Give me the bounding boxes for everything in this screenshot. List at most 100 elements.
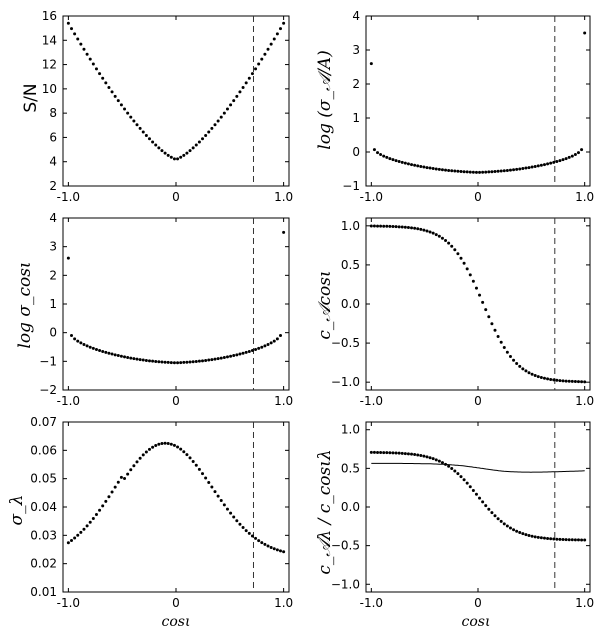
data-point (570, 538, 574, 542)
data-point (468, 170, 472, 174)
ylabel-c-a-cos: c_𝒜cosι (315, 270, 335, 339)
data-point (232, 99, 236, 103)
data-point (235, 519, 239, 523)
data-point (496, 169, 500, 173)
data-point (235, 94, 239, 98)
data-point (382, 224, 386, 228)
data-point (132, 464, 136, 468)
data-point (113, 94, 117, 98)
data-point (204, 358, 208, 362)
data-point (425, 229, 429, 233)
data-point (419, 227, 423, 231)
data-point (113, 353, 117, 357)
data-point (201, 359, 205, 363)
data-point (388, 451, 392, 455)
data-point (481, 170, 485, 174)
data-marks (66, 230, 286, 365)
data-point (257, 62, 261, 66)
data-point (260, 345, 264, 349)
data-point (275, 32, 279, 36)
y-tick-label: 2 (49, 179, 57, 193)
data-point (94, 512, 98, 516)
data-point (182, 153, 186, 157)
data-point (379, 224, 383, 228)
data-point (403, 452, 407, 456)
y-tick-label: −0.5 (331, 336, 360, 350)
data-point (372, 224, 376, 228)
data-point (144, 450, 148, 454)
data-point (126, 472, 130, 476)
data-point (194, 143, 198, 147)
data-point (201, 137, 205, 141)
data-point (147, 359, 151, 363)
data-point (232, 354, 236, 358)
data-point (573, 153, 577, 157)
data-point (471, 170, 475, 174)
data-point (247, 531, 251, 535)
y-tick-label: 8 (49, 106, 57, 120)
data-point (244, 81, 248, 85)
data-point (166, 360, 170, 364)
y-tick-label: 1 (49, 297, 57, 311)
data-marks (369, 31, 587, 174)
data-point (499, 340, 503, 344)
data-marks (66, 21, 286, 161)
data-point (462, 478, 466, 482)
data-point (278, 549, 282, 553)
data-point (444, 168, 448, 172)
data-point (410, 163, 414, 167)
data-point (484, 504, 488, 508)
data-point (197, 140, 201, 144)
data-point (518, 531, 522, 535)
data-point (453, 469, 457, 473)
data-point (210, 126, 214, 130)
x-tick-label: 1.0 (274, 596, 293, 610)
data-point (160, 442, 164, 446)
data-point (518, 364, 522, 368)
data-point (247, 76, 251, 80)
data-point (376, 224, 380, 228)
y-tick-label: 0.02 (30, 557, 57, 571)
data-point (403, 161, 407, 165)
data-point (225, 107, 229, 111)
data-point (119, 103, 123, 107)
data-point (144, 358, 148, 362)
data-point (219, 499, 223, 503)
data-point (567, 538, 571, 542)
data-point (576, 380, 580, 384)
data-point (493, 514, 497, 518)
data-point (481, 300, 485, 304)
data-point (434, 167, 438, 171)
y-tick-label: 2 (352, 77, 360, 91)
data-point (512, 528, 516, 532)
data-point (385, 451, 389, 455)
data-point (94, 67, 98, 71)
data-point (154, 359, 158, 363)
y-tick-label: −1 (39, 354, 57, 368)
data-point (119, 475, 123, 479)
data-point (188, 149, 192, 153)
data-point (468, 485, 472, 489)
y-tick-label: 4 (49, 211, 57, 225)
data-point (185, 453, 189, 457)
data-point (73, 337, 77, 341)
data-point (583, 538, 587, 542)
y-tick-label: −2 (39, 383, 57, 397)
data-point (219, 115, 223, 119)
data-point (471, 279, 475, 283)
data-point (440, 236, 444, 240)
data-point (66, 256, 70, 260)
data-point (549, 161, 553, 165)
data-point (179, 155, 183, 159)
data-point (576, 538, 580, 542)
data-point (191, 360, 195, 364)
plot-frame (62, 15, 290, 187)
data-point (216, 119, 220, 123)
data-point (496, 517, 500, 521)
data-point (104, 81, 108, 85)
data-point (235, 353, 239, 357)
data-point (250, 72, 254, 76)
y-tick-label: 4 (352, 9, 360, 23)
data-point (76, 533, 80, 537)
